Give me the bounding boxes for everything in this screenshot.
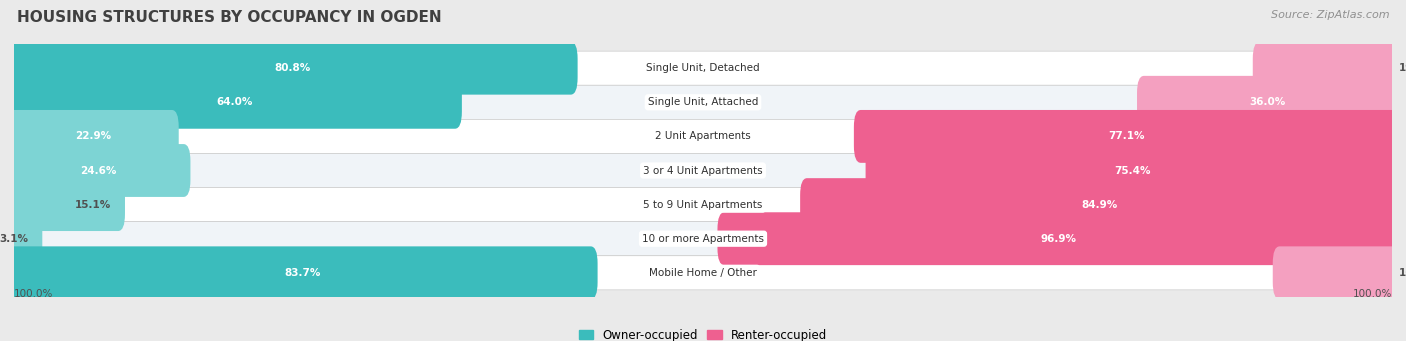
Text: 96.9%: 96.9% bbox=[1040, 234, 1076, 244]
Text: 64.0%: 64.0% bbox=[217, 97, 253, 107]
Text: 84.9%: 84.9% bbox=[1081, 199, 1118, 210]
Text: 15.1%: 15.1% bbox=[75, 199, 111, 210]
Legend: Owner-occupied, Renter-occupied: Owner-occupied, Renter-occupied bbox=[574, 324, 832, 341]
Text: 77.1%: 77.1% bbox=[1108, 131, 1144, 142]
FancyBboxPatch shape bbox=[7, 110, 179, 163]
FancyBboxPatch shape bbox=[800, 178, 1399, 231]
Text: 24.6%: 24.6% bbox=[80, 165, 117, 176]
FancyBboxPatch shape bbox=[717, 212, 1399, 265]
Text: 10 or more Apartments: 10 or more Apartments bbox=[643, 234, 763, 244]
Text: 2 Unit Apartments: 2 Unit Apartments bbox=[655, 131, 751, 142]
FancyBboxPatch shape bbox=[853, 110, 1399, 163]
FancyBboxPatch shape bbox=[7, 144, 190, 197]
FancyBboxPatch shape bbox=[7, 42, 578, 95]
Text: 19.2%: 19.2% bbox=[1399, 63, 1406, 73]
FancyBboxPatch shape bbox=[1253, 42, 1399, 95]
Text: 3.1%: 3.1% bbox=[0, 234, 28, 244]
Text: 80.8%: 80.8% bbox=[274, 63, 311, 73]
Text: 5 to 9 Unit Apartments: 5 to 9 Unit Apartments bbox=[644, 199, 762, 210]
FancyBboxPatch shape bbox=[14, 222, 1392, 256]
Text: 75.4%: 75.4% bbox=[1114, 165, 1150, 176]
FancyBboxPatch shape bbox=[14, 119, 1392, 153]
Text: 22.9%: 22.9% bbox=[75, 131, 111, 142]
FancyBboxPatch shape bbox=[14, 85, 1392, 119]
FancyBboxPatch shape bbox=[866, 144, 1399, 197]
Text: Single Unit, Detached: Single Unit, Detached bbox=[647, 63, 759, 73]
FancyBboxPatch shape bbox=[1272, 246, 1399, 299]
Text: 3 or 4 Unit Apartments: 3 or 4 Unit Apartments bbox=[643, 165, 763, 176]
FancyBboxPatch shape bbox=[1137, 76, 1399, 129]
Text: Single Unit, Attached: Single Unit, Attached bbox=[648, 97, 758, 107]
Text: 100.0%: 100.0% bbox=[14, 289, 53, 299]
Text: Source: ZipAtlas.com: Source: ZipAtlas.com bbox=[1271, 10, 1389, 20]
FancyBboxPatch shape bbox=[14, 188, 1392, 222]
FancyBboxPatch shape bbox=[14, 153, 1392, 188]
Text: 100.0%: 100.0% bbox=[1353, 289, 1392, 299]
Text: 83.7%: 83.7% bbox=[284, 268, 321, 278]
FancyBboxPatch shape bbox=[7, 178, 125, 231]
FancyBboxPatch shape bbox=[14, 51, 1392, 85]
Text: 36.0%: 36.0% bbox=[1250, 97, 1286, 107]
FancyBboxPatch shape bbox=[14, 256, 1392, 290]
FancyBboxPatch shape bbox=[7, 246, 598, 299]
FancyBboxPatch shape bbox=[7, 76, 463, 129]
Text: HOUSING STRUCTURES BY OCCUPANCY IN OGDEN: HOUSING STRUCTURES BY OCCUPANCY IN OGDEN bbox=[17, 10, 441, 25]
Text: Mobile Home / Other: Mobile Home / Other bbox=[650, 268, 756, 278]
FancyBboxPatch shape bbox=[7, 212, 42, 265]
Text: 16.3%: 16.3% bbox=[1399, 268, 1406, 278]
